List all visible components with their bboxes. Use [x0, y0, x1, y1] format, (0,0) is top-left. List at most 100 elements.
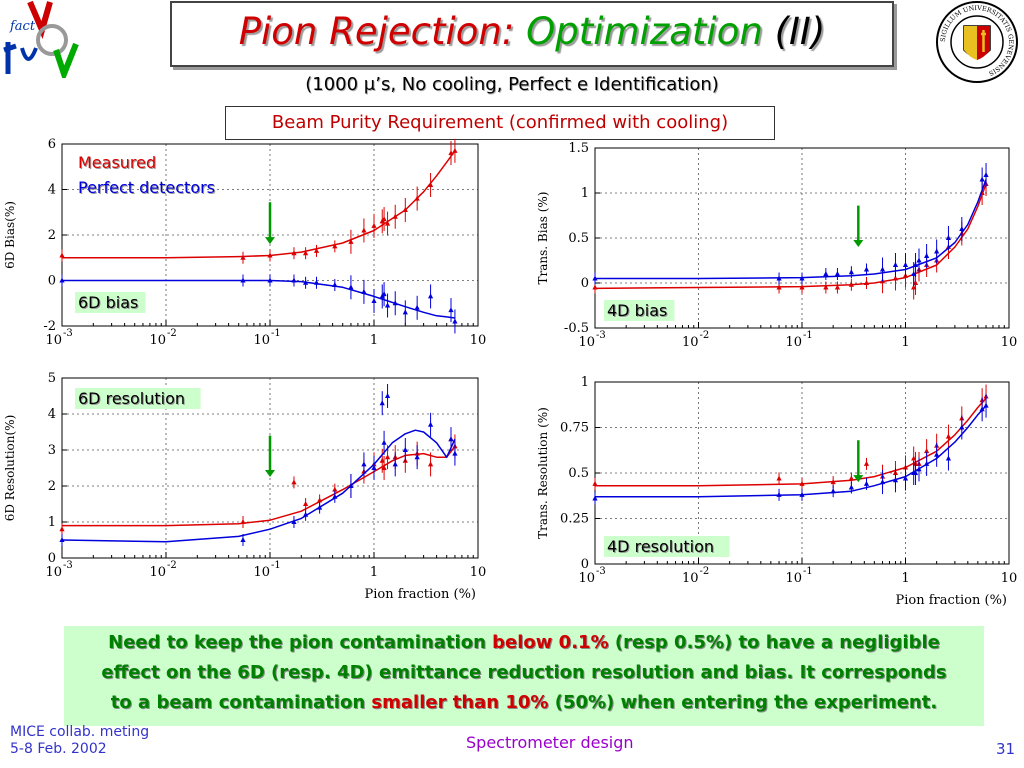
6d-resolution-measured-point: [384, 454, 391, 460]
6d-resolution-perfect-point: [332, 493, 338, 499]
6d-bias-x-tick-label: 10: [149, 333, 166, 348]
4d-resolution-perfect-point: [830, 488, 836, 494]
4d-resolution-perfect-point: [945, 455, 952, 461]
4d-resolution-threshold-arrowhead: [853, 475, 864, 483]
6d-bias-measured-point: [414, 195, 420, 201]
slide-title: Pion Rejection: Optimization (II): [172, 10, 892, 53]
6d-resolution-x-tick-exponent: -2: [167, 560, 177, 571]
6d-bias-measured-point: [313, 247, 320, 253]
6d-bias-measured-point: [448, 150, 454, 156]
4d-resolution-y-tick-label: 0.25: [560, 512, 589, 527]
4d-bias-perfect-point: [979, 176, 985, 182]
6d-resolution-perfect-point: [240, 537, 246, 542]
6d-resolution-y-tick-label: 0: [48, 551, 56, 566]
4d-resolution-perfect-point: [879, 479, 886, 485]
4d-resolution-y-tick-label: 0: [581, 557, 589, 572]
4d-bias-perfect-point: [911, 271, 917, 276]
6d-bias-x-tick-label: 10: [470, 333, 487, 348]
title-part-3: (II): [762, 10, 826, 53]
6d-resolution-perfect-point: [381, 439, 387, 445]
6d-bias-perfect-fit-curve: [62, 279, 455, 319]
6d-bias-measured-point: [303, 250, 309, 256]
6d-bias-perfect-point: [452, 318, 458, 324]
4d-bias-perfect-point: [863, 266, 870, 272]
4d-bias-measured-point: [799, 284, 805, 290]
conclusion-line-1-c: (resp 0.5%) to have a negligible: [608, 632, 940, 653]
4d-bias-perfect-point: [945, 235, 952, 240]
conclusion-highlight-1: below 0.1%: [492, 632, 609, 653]
4d-resolution-x-tick-label: 10: [785, 571, 802, 586]
6d-bias-perfect-point: [392, 300, 398, 306]
title-part-2: Optimization: [526, 10, 763, 53]
4d-resolution-perfect-point: [924, 460, 930, 466]
6d-bias-measured-point: [267, 252, 273, 258]
footer-meeting-date: 5-8 Feb. 2002: [10, 741, 107, 757]
6d-resolution-measured-point: [317, 497, 323, 503]
footer-meeting-info: MICE collab. meting 5-8 Feb. 2002: [10, 724, 149, 758]
4d-bias-perfect-point: [959, 226, 965, 231]
4d-resolution-y-tick-label: 0.75: [560, 421, 589, 436]
4d-resolution-perfect-point: [983, 402, 989, 408]
6d-bias-perfect-point: [414, 304, 420, 310]
6d-bias-measured-point: [452, 147, 458, 153]
6d-bias-panel-label: 6D bias: [78, 293, 138, 312]
requirement-box: Beam Purity Requirement (confirmed with …: [225, 106, 775, 140]
6d-resolution-perfect-point: [379, 400, 385, 406]
4d-bias-y-tick-label: 0.5: [568, 231, 589, 246]
page-number: 31: [996, 740, 1016, 758]
4d-resolution-x-tick-exponent: -1: [803, 566, 813, 577]
4d-resolution-perfect-point: [959, 424, 965, 430]
4d-resolution-y-tick-label: 0.5: [568, 466, 589, 481]
6d-bias-perfect-point: [267, 277, 273, 283]
4d-resolution-panel-label-bg: [604, 536, 730, 557]
6d-resolution-x-tick-exponent: -3: [63, 560, 73, 571]
6d-resolution-measured-point: [381, 465, 387, 470]
4d-bias-x-tick-label: 1: [901, 335, 909, 350]
6d-bias-x-tick-label: 1: [370, 333, 378, 348]
4d-bias-measured-point: [823, 284, 829, 290]
6d-resolution-measured-point: [291, 479, 297, 485]
4d-bias-perfect-point: [912, 262, 919, 267]
4d-resolution-x-tick-label: 1: [901, 571, 909, 586]
6d-bias-measured-point: [240, 254, 246, 260]
4d-resolution-perfect-point: [592, 495, 598, 501]
6d-bias-perfect-point: [402, 309, 408, 315]
6d-bias-measured-point: [402, 206, 408, 212]
6d-bias-perfect-point: [371, 297, 377, 303]
4d-resolution-x-axis-label: Pion fraction (%): [895, 593, 1007, 608]
4d-bias-measured-point: [834, 284, 841, 290]
title-box: Pion Rejection: Optimization (II): [170, 1, 894, 67]
4d-resolution-perfect-point: [934, 451, 940, 457]
4d-bias-y-axis-label: Trans. Bias (%): [536, 192, 550, 285]
6d-bias-measured-point: [348, 238, 354, 244]
6d-bias-x-tick-exponent: -1: [271, 328, 281, 339]
4d-resolution-measured-point: [776, 475, 782, 481]
4d-bias-y-tick-label: 0: [581, 276, 589, 291]
6d-resolution-y-tick-label: 5: [48, 371, 56, 386]
6d-resolution-panel-label-bg: [75, 388, 201, 409]
4d-resolution-y-axis-label: Trans. Resolution (%): [536, 407, 550, 539]
4d-resolution-measured-point: [924, 448, 930, 454]
6d-resolution-y-tick-label: 2: [48, 479, 56, 494]
4d-bias-perfect-point: [848, 269, 854, 275]
4d-resolution-x-tick-label: 10: [578, 571, 595, 586]
6d-resolution-measured-point: [332, 486, 338, 492]
6d-resolution-perfect-point: [291, 519, 297, 524]
6d-resolution-threshold-arrowhead: [265, 470, 275, 477]
4d-bias-threshold-arrowhead: [853, 240, 864, 247]
4d-bias-panel-label-bg: [604, 300, 675, 321]
4d-resolution-measured-point: [830, 479, 836, 485]
6d-bias-x-tick-label: 10: [45, 333, 62, 348]
6d-resolution-perfect-point: [414, 454, 420, 460]
4d-bias-perfect-point: [924, 253, 930, 258]
4d-bias-y-tick-label: -0.5: [564, 321, 589, 336]
6d-bias-measured-point: [361, 227, 367, 233]
4d-bias-perfect-point: [892, 262, 899, 267]
4d-bias-panel-label: 4D bias: [607, 301, 667, 320]
6d-resolution-x-tick-label: 10: [253, 565, 270, 580]
conclusion-line-3-a: to a beam contamination: [110, 692, 372, 713]
6d-bias-perfect-point: [332, 282, 338, 288]
4d-resolution-x-tick-exponent: -2: [700, 566, 710, 577]
